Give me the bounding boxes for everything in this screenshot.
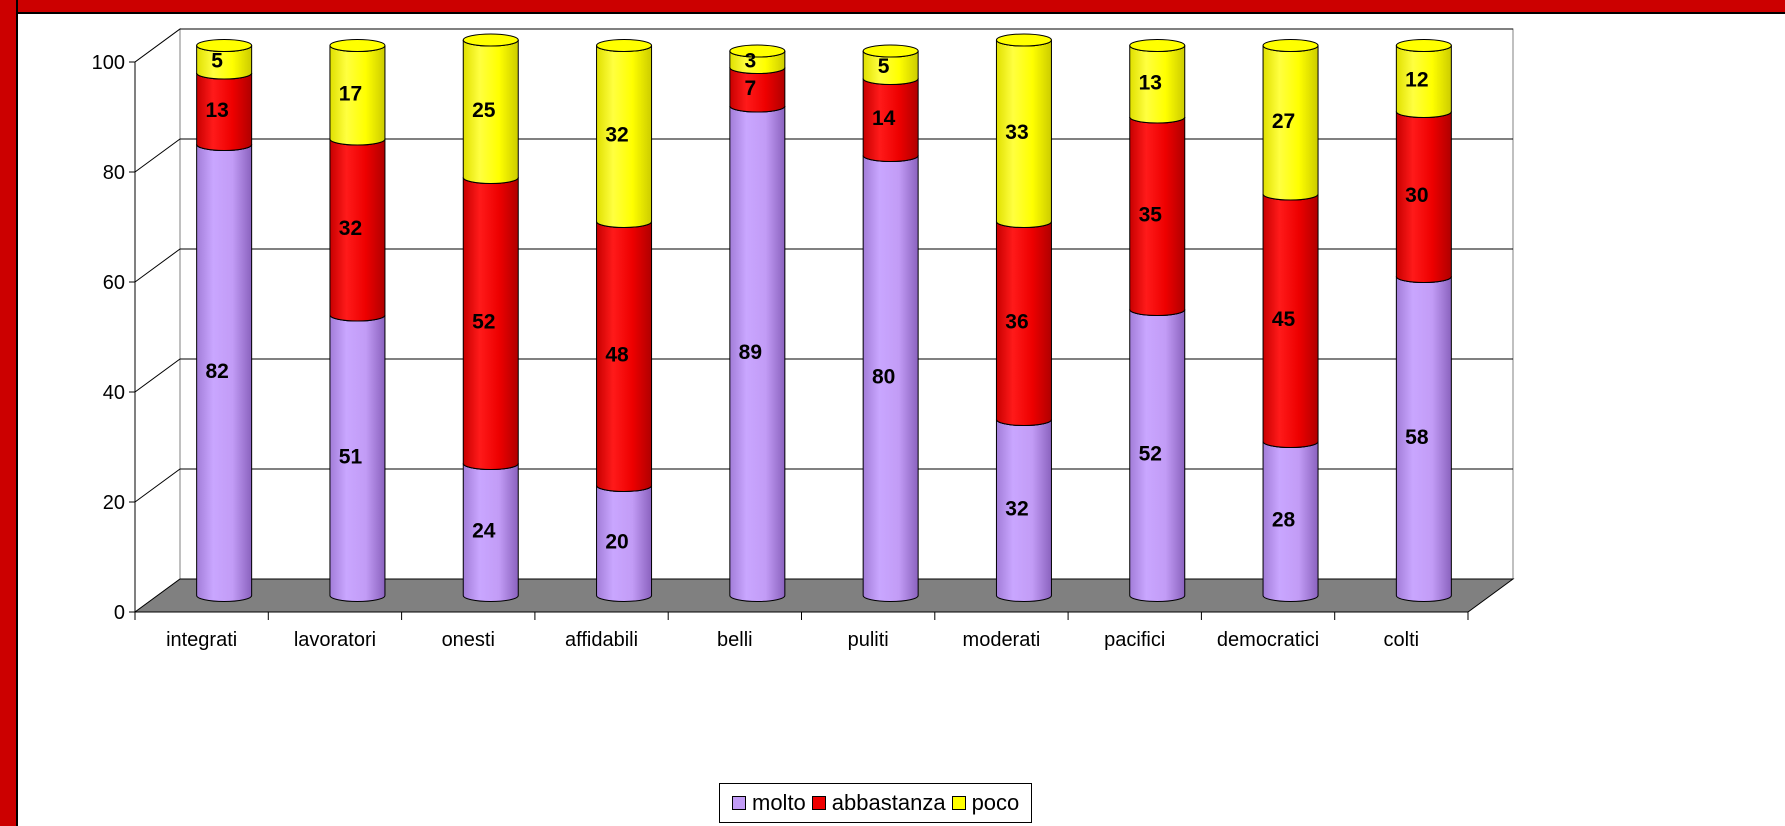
gridline — [134, 468, 1513, 503]
legend-swatch — [811, 796, 826, 810]
bar-top-cap — [596, 39, 653, 52]
data-label-molto: 51 — [339, 445, 363, 468]
x-tick-label: lavoratori — [294, 629, 376, 651]
x-tick-label: integrati — [166, 629, 237, 651]
data-label-abbastanza: 32 — [339, 217, 362, 240]
data-label-abbastanza: 45 — [1272, 308, 1296, 331]
y-tick-label: 100 — [92, 52, 125, 74]
gridline — [134, 358, 1513, 393]
data-label-molto: 20 — [605, 531, 628, 554]
data-label-molto: 80 — [872, 366, 895, 389]
gridline — [134, 248, 1513, 283]
gridline — [134, 138, 1513, 173]
y-tick-label: 0 — [114, 602, 125, 624]
data-label-poco: 25 — [472, 99, 496, 122]
data-label-poco: 5 — [878, 55, 890, 78]
bar-top-cap — [862, 44, 919, 58]
y-tick-label: 80 — [103, 162, 125, 184]
data-label-abbastanza: 30 — [1405, 184, 1428, 207]
data-label-abbastanza: 35 — [1139, 203, 1163, 226]
legend: molto abbastanza poco — [719, 783, 1033, 823]
legend-swatch — [951, 796, 966, 810]
x-tick-label: onesti — [442, 629, 495, 651]
data-label-poco: 3 — [745, 49, 757, 72]
x-tick-label: puliti — [848, 629, 889, 651]
legend-item: poco — [951, 790, 1020, 816]
x-tick-label: moderati — [963, 629, 1041, 651]
bar-segment-abbastanza — [729, 67, 786, 113]
frame-top-border — [0, 0, 1785, 14]
x-tick-label: belli — [717, 629, 753, 651]
legend-item: molto — [732, 790, 806, 816]
data-label-abbastanza: 14 — [872, 107, 896, 130]
gridline — [134, 28, 1513, 63]
data-label-abbastanza: 7 — [745, 77, 757, 100]
legend-label: molto — [752, 790, 806, 815]
data-label-molto: 58 — [1405, 426, 1429, 449]
data-label-poco: 5 — [211, 49, 223, 72]
data-label-molto: 28 — [1272, 509, 1296, 532]
legend-swatch — [732, 796, 746, 810]
data-labels: 82 13 5 51 32 17 24 52 25 20 48 32 89 7 3 80 14 5 32 36 33 52… — [205, 49, 1428, 553]
data-label-molto: 32 — [1005, 498, 1028, 521]
x-tick-label: affidabili — [565, 629, 638, 651]
bar-top-cap — [729, 44, 786, 58]
data-label-abbastanza: 36 — [1005, 311, 1028, 334]
data-label-abbastanza: 48 — [605, 344, 629, 367]
data-label-molto: 52 — [1139, 443, 1162, 466]
legend-item: abbastanza — [811, 790, 946, 816]
data-label-molto: 89 — [739, 341, 762, 364]
axes: 0 20 40 60 80 100 integrati lavoratori onesti aff… — [92, 52, 1469, 651]
data-label-poco: 27 — [1272, 110, 1295, 133]
gridlines — [134, 28, 1513, 503]
data-label-poco: 32 — [605, 124, 628, 147]
y-tick-label: 60 — [103, 272, 125, 294]
bar-top-cap — [462, 33, 519, 47]
bar-top-cap — [329, 39, 386, 52]
bar-top-cap — [1262, 39, 1319, 52]
legend-label: abbastanza — [831, 790, 946, 815]
bar-top-cap — [1395, 39, 1452, 52]
bar-top-cap — [196, 39, 253, 52]
data-label-molto: 82 — [205, 360, 228, 383]
x-tick-label: democratici — [1217, 629, 1319, 651]
bars — [196, 33, 1452, 602]
data-label-abbastanza: 52 — [472, 311, 495, 334]
frame-left-border — [0, 0, 18, 826]
data-label-poco: 12 — [1405, 69, 1428, 92]
x-tick-label: colti — [1384, 629, 1420, 651]
y-tick-label: 40 — [103, 382, 125, 404]
data-label-abbastanza: 13 — [205, 99, 228, 122]
side-wall — [134, 28, 181, 613]
data-label-poco: 33 — [1005, 121, 1028, 144]
bar-top-cap — [995, 33, 1052, 47]
data-label-poco: 13 — [1139, 71, 1162, 94]
legend-label: poco — [971, 790, 1020, 815]
data-label-poco: 17 — [339, 82, 362, 105]
bar-top-cap — [1129, 39, 1186, 52]
y-tick-label: 20 — [103, 492, 125, 514]
x-tick-label: pacifici — [1104, 629, 1165, 651]
data-label-molto: 24 — [472, 520, 496, 543]
